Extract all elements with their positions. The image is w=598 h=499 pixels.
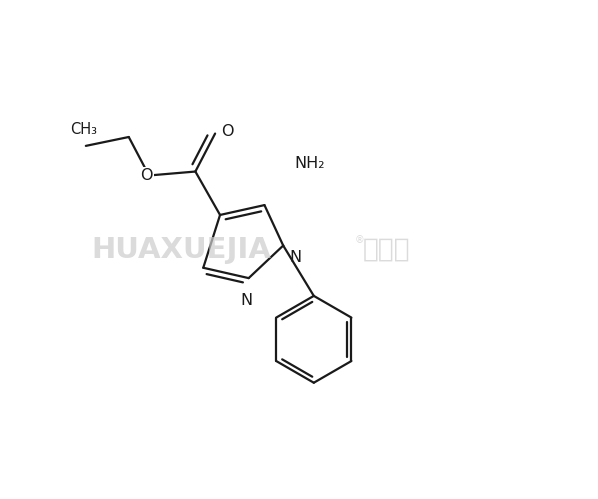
Text: N: N	[289, 250, 301, 264]
Text: N: N	[240, 293, 252, 308]
Text: ®: ®	[355, 235, 365, 245]
Text: CH₃: CH₃	[70, 122, 97, 137]
Text: 化学加: 化学加	[363, 237, 411, 262]
Text: O: O	[141, 168, 152, 183]
Text: O: O	[221, 124, 234, 139]
Text: NH₂: NH₂	[294, 156, 325, 171]
Text: HUAXUEJIA: HUAXUEJIA	[91, 236, 271, 263]
